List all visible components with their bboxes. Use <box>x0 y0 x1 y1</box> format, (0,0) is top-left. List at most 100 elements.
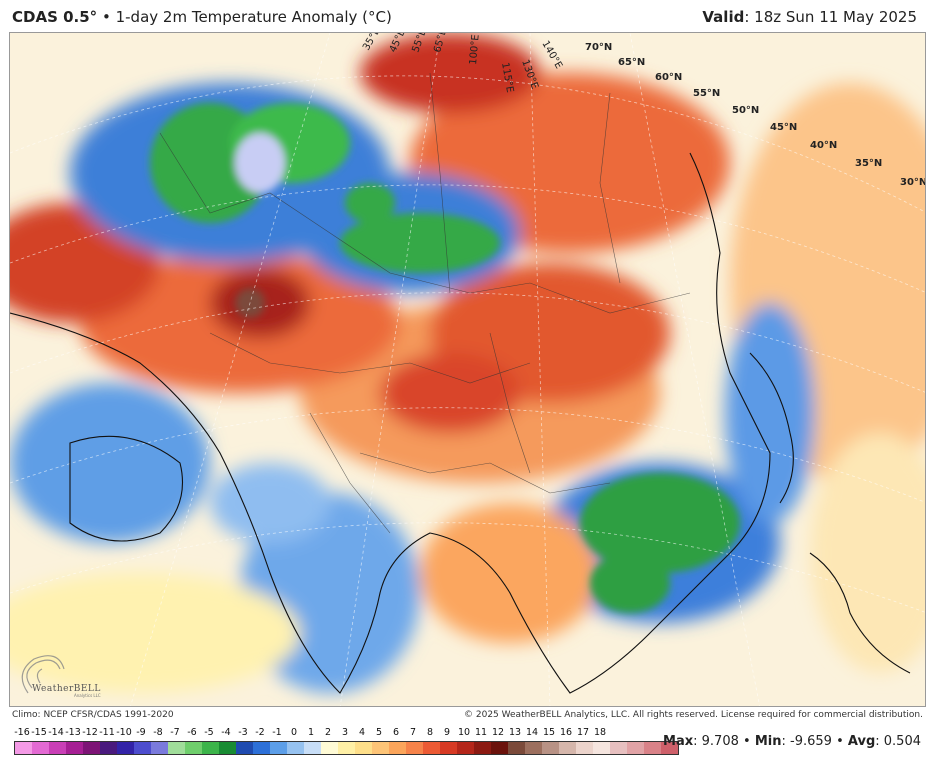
valid-time-value: 18z Sun 11 May 2025 <box>754 8 917 26</box>
colorbar-label: 4 <box>358 727 366 738</box>
colorbar-swatch <box>304 742 321 754</box>
lat-label-65n: 65°N <box>618 57 645 68</box>
temperature-anomaly-map: 35°E 45°E 55°E 65°E 100°E 115°E 130°E 14… <box>9 32 926 707</box>
colorbar-swatch <box>355 742 372 754</box>
colorbar-swatch <box>321 742 338 754</box>
colorbar-swatch <box>372 742 389 754</box>
colorbar-label: 2 <box>324 727 332 738</box>
colorbar-swatch <box>270 742 287 754</box>
colorbar-swatch <box>644 742 661 754</box>
cold-cores <box>150 103 740 613</box>
colorbar-label: 14 <box>525 727 539 738</box>
lat-label-55n: 55°N <box>693 88 720 99</box>
min-label: Min <box>754 734 782 749</box>
colorbar-swatch <box>236 742 253 754</box>
valid-label: Valid <box>702 8 745 26</box>
colorbar-swatch <box>508 742 525 754</box>
colorbar-label: 18 <box>593 727 607 738</box>
stats-separator-2: • <box>836 734 844 749</box>
map-canvas: 35°E 45°E 55°E 65°E 100°E 115°E 130°E 14… <box>10 33 926 706</box>
colorbar-label: -6 <box>187 727 197 738</box>
colorbar-label: -3 <box>238 727 248 738</box>
colorbar-label: 10 <box>457 727 471 738</box>
colorbar-label: -4 <box>221 727 231 738</box>
colorbar-swatch <box>406 742 423 754</box>
avg-value: 0.504 <box>883 734 921 749</box>
colorbar-label: -5 <box>204 727 214 738</box>
lon-label-115e: 115°E <box>499 62 515 94</box>
colorbar-label: 8 <box>426 727 434 738</box>
colorbar-swatch <box>440 742 457 754</box>
colorbar-swatch <box>423 742 440 754</box>
colorbar-label: 6 <box>392 727 400 738</box>
colorbar-swatch <box>100 742 117 754</box>
coastlines <box>10 152 911 694</box>
colorbar-label: -10 <box>116 727 132 738</box>
colorbar-swatch <box>66 742 83 754</box>
colorbar-label: -2 <box>255 727 265 738</box>
colorbar-label: 17 <box>576 727 590 738</box>
climatology-note: Climo: NCEP CFSR/CDAS 1991-2020 <box>12 710 174 720</box>
lon-label-100e: 100°E <box>468 34 482 65</box>
model-name: CDAS 0.5° <box>12 8 98 26</box>
colorbar-swatch <box>49 742 66 754</box>
colorbar-swatch <box>185 742 202 754</box>
colorbar-swatches <box>14 741 679 755</box>
colorbar-label: -11 <box>99 727 115 738</box>
colorbar-label: -8 <box>153 727 163 738</box>
colorbar-label: -9 <box>136 727 146 738</box>
map-title: CDAS 0.5° • 1-day 2m Temperature Anomaly… <box>12 8 392 26</box>
colorbar-swatch <box>559 742 576 754</box>
colorbar-label: 16 <box>559 727 573 738</box>
colorbar-label: 13 <box>508 727 522 738</box>
colorbar-label: 1 <box>307 727 315 738</box>
colorbar-label: 9 <box>443 727 451 738</box>
colorbar-swatch <box>15 742 32 754</box>
colorbar-swatch <box>83 742 100 754</box>
stats-separator-1: • <box>743 734 751 749</box>
colorbar-swatch <box>525 742 542 754</box>
colorbar-swatch <box>134 742 151 754</box>
colorbar-swatch <box>168 742 185 754</box>
colorbar-label: 0 <box>290 727 298 738</box>
country-borders <box>159 72 691 534</box>
colorbar-swatch <box>610 742 627 754</box>
colorbar-swatch <box>117 742 134 754</box>
max-label: Max <box>663 734 694 749</box>
colorbar-label: 15 <box>542 727 556 738</box>
title-separator: • <box>101 8 111 26</box>
lat-label-45n: 45°N <box>770 122 797 133</box>
valid-time: Valid: 18z Sun 11 May 2025 <box>702 8 917 26</box>
colorbar-swatch <box>253 742 270 754</box>
colorbar-swatch <box>202 742 219 754</box>
max-value: 9.708 <box>701 734 739 749</box>
colorbar-swatch <box>389 742 406 754</box>
colorbar-swatch <box>661 742 678 754</box>
colorbar-swatch <box>542 742 559 754</box>
colorbar-swatch <box>32 742 49 754</box>
colorbar-swatch <box>474 742 491 754</box>
graticule <box>10 33 925 706</box>
min-value: -9.659 <box>790 734 832 749</box>
colorbar-label: -7 <box>170 727 180 738</box>
colorbar-label: 7 <box>409 727 417 738</box>
product-title: 1-day 2m Temperature Anomaly (°C) <box>115 8 392 26</box>
logo-subtitle: Analytics LLC <box>74 693 101 698</box>
colorbar-label: -1 <box>272 727 282 738</box>
colorbar-label: -16 <box>14 727 30 738</box>
colorbar-swatch <box>151 742 168 754</box>
copyright-notice: © 2025 WeatherBELL Analytics, LLC. All r… <box>464 710 923 720</box>
colorbar-swatch <box>576 742 593 754</box>
lat-label-30n: 30°N <box>900 177 926 188</box>
colorbar-swatch <box>338 742 355 754</box>
lat-label-40n: 40°N <box>810 140 837 151</box>
latitude-labels: 70°N 65°N 60°N 55°N 50°N 45°N 40°N 35°N … <box>585 42 926 188</box>
colorbar-label: 5 <box>375 727 383 738</box>
colorbar-swatch <box>627 742 644 754</box>
colorbar-swatch <box>457 742 474 754</box>
colorbar-label: 3 <box>341 727 349 738</box>
colorbar-label: -13 <box>65 727 81 738</box>
logo-wordmark: WeatherBELL <box>32 684 101 694</box>
field-statistics: Max: 9.708 • Min: -9.659 • Avg: 0.504 <box>663 734 921 749</box>
